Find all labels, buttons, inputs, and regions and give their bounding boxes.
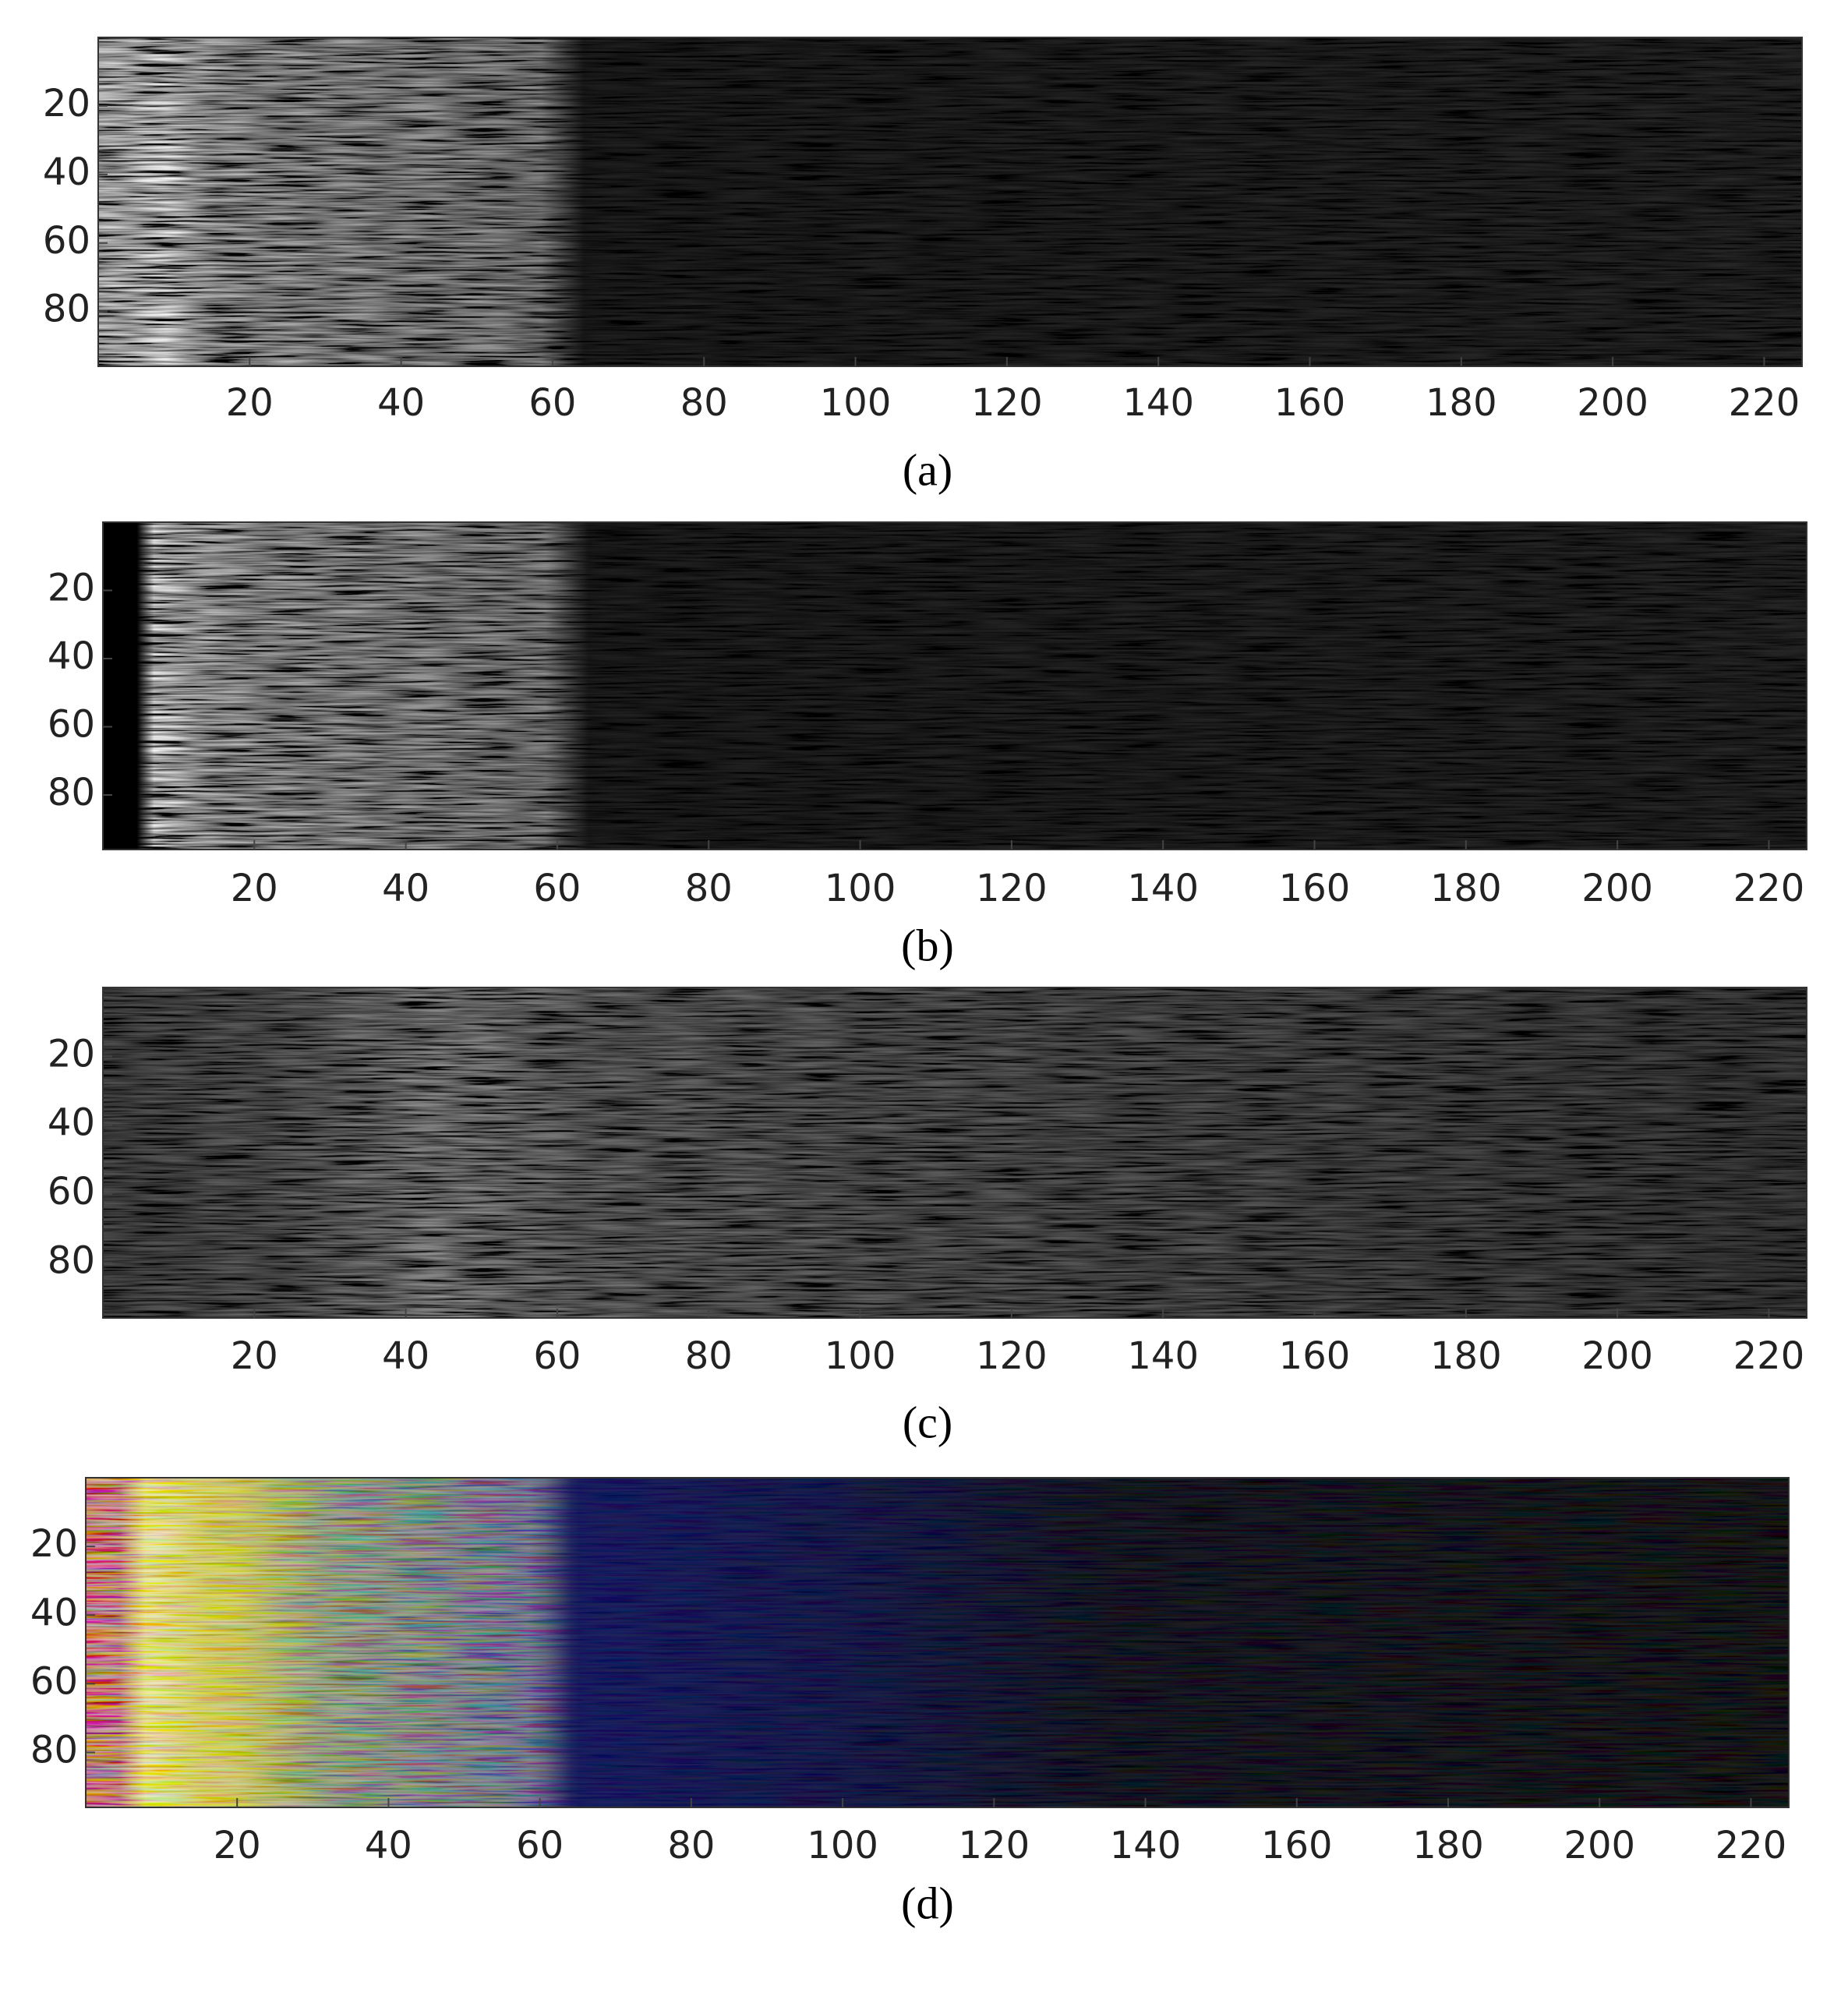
x-tick-label: 200 (1581, 1334, 1653, 1378)
heatmap-panel: 20 40 60 80 100 120 140 160 180 200 220 20 40 60 80 (b) (48, 521, 1807, 970)
y-tick-label: 80 (48, 1238, 95, 1282)
y-tick-label: 60 (43, 219, 90, 263)
heatmap-image (103, 987, 1807, 1318)
y-tick-label: 60 (48, 703, 95, 747)
x-tick-label: 40 (365, 1824, 412, 1867)
x-tick-label: 80 (667, 1824, 715, 1867)
x-tick-label: 100 (820, 381, 892, 425)
x-tick-label: 180 (1426, 381, 1497, 425)
heatmap-image (98, 37, 1802, 366)
heatmap-panel: 20 40 60 80 100 120 140 160 180 200 220 20 40 60 80 (a) (43, 37, 1803, 495)
x-tick-label: 120 (971, 381, 1043, 425)
x-tick-label: 200 (1581, 867, 1653, 910)
panel-caption: (c) (903, 1397, 952, 1447)
y-tick-label: 20 (43, 82, 90, 125)
x-tick-label: 20 (231, 867, 278, 910)
x-tick-label: 220 (1715, 1824, 1787, 1867)
x-tick-label: 160 (1274, 381, 1346, 425)
x-tick-label: 180 (1430, 1334, 1502, 1378)
x-tick-label: 60 (533, 1334, 581, 1378)
x-tick-label: 120 (976, 1334, 1048, 1378)
x-tick-label: 100 (825, 867, 896, 910)
x-tick-label: 140 (1122, 381, 1194, 425)
x-tick-label: 120 (959, 1824, 1030, 1867)
heatmap-panel: 20 40 60 80 100 120 140 160 180 200 220 20 40 60 80 (d) (30, 1477, 1790, 1928)
heatmap-image (103, 522, 1807, 850)
x-tick-label: 160 (1279, 1334, 1351, 1378)
x-tick-label: 120 (976, 867, 1048, 910)
y-tick-label: 20 (30, 1522, 78, 1566)
panel-caption: (d) (901, 1878, 954, 1928)
x-tick-label: 60 (516, 1824, 564, 1867)
x-tick-label: 180 (1430, 867, 1502, 910)
y-tick-label: 40 (43, 150, 90, 194)
x-tick-label: 200 (1577, 381, 1648, 425)
y-tick-label: 40 (48, 1101, 95, 1145)
x-tick-label: 160 (1279, 867, 1351, 910)
x-tick-label: 100 (825, 1334, 896, 1378)
x-tick-label: 160 (1261, 1824, 1333, 1867)
x-tick-label: 140 (1127, 1334, 1199, 1378)
x-tick-label: 220 (1733, 1334, 1805, 1378)
y-tick-label: 60 (30, 1659, 78, 1703)
x-tick-label: 20 (226, 381, 274, 425)
x-tick-label: 140 (1110, 1824, 1182, 1867)
plot-frame (85, 1477, 1790, 1808)
y-tick-label: 40 (48, 634, 95, 678)
x-tick-label: 80 (680, 381, 728, 425)
x-tick-label: 20 (214, 1824, 261, 1867)
y-tick-label: 80 (30, 1729, 78, 1772)
x-tick-label: 180 (1412, 1824, 1484, 1867)
plot-frame (102, 987, 1807, 1319)
x-tick-label: 40 (382, 1334, 429, 1378)
x-tick-label: 40 (382, 867, 429, 910)
x-tick-label: 200 (1564, 1824, 1635, 1867)
x-tick-label: 80 (685, 1334, 733, 1378)
x-tick-label: 20 (231, 1334, 278, 1378)
y-tick-label: 40 (30, 1591, 78, 1634)
heatmap-image (86, 1478, 1789, 1807)
x-tick-label: 100 (807, 1824, 878, 1867)
panel-caption: (b) (901, 920, 954, 970)
y-tick-label: 80 (43, 288, 90, 331)
x-tick-label: 60 (533, 867, 581, 910)
x-tick-label: 40 (377, 381, 425, 425)
y-tick-label: 20 (48, 1032, 95, 1076)
panel-caption: (a) (903, 444, 952, 495)
x-tick-label: 60 (528, 381, 576, 425)
x-tick-label: 80 (685, 867, 733, 910)
plot-frame (102, 521, 1807, 850)
x-tick-label: 140 (1127, 867, 1199, 910)
y-tick-label: 80 (48, 771, 95, 814)
y-tick-label: 60 (48, 1170, 95, 1214)
x-tick-label: 220 (1733, 867, 1805, 910)
y-tick-label: 20 (48, 567, 95, 610)
plot-frame (97, 37, 1803, 367)
x-tick-label: 220 (1729, 381, 1800, 425)
heatmap-panel: 20 40 60 80 100 120 140 160 180 200 220 20 40 60 80 (c) (48, 987, 1807, 1447)
